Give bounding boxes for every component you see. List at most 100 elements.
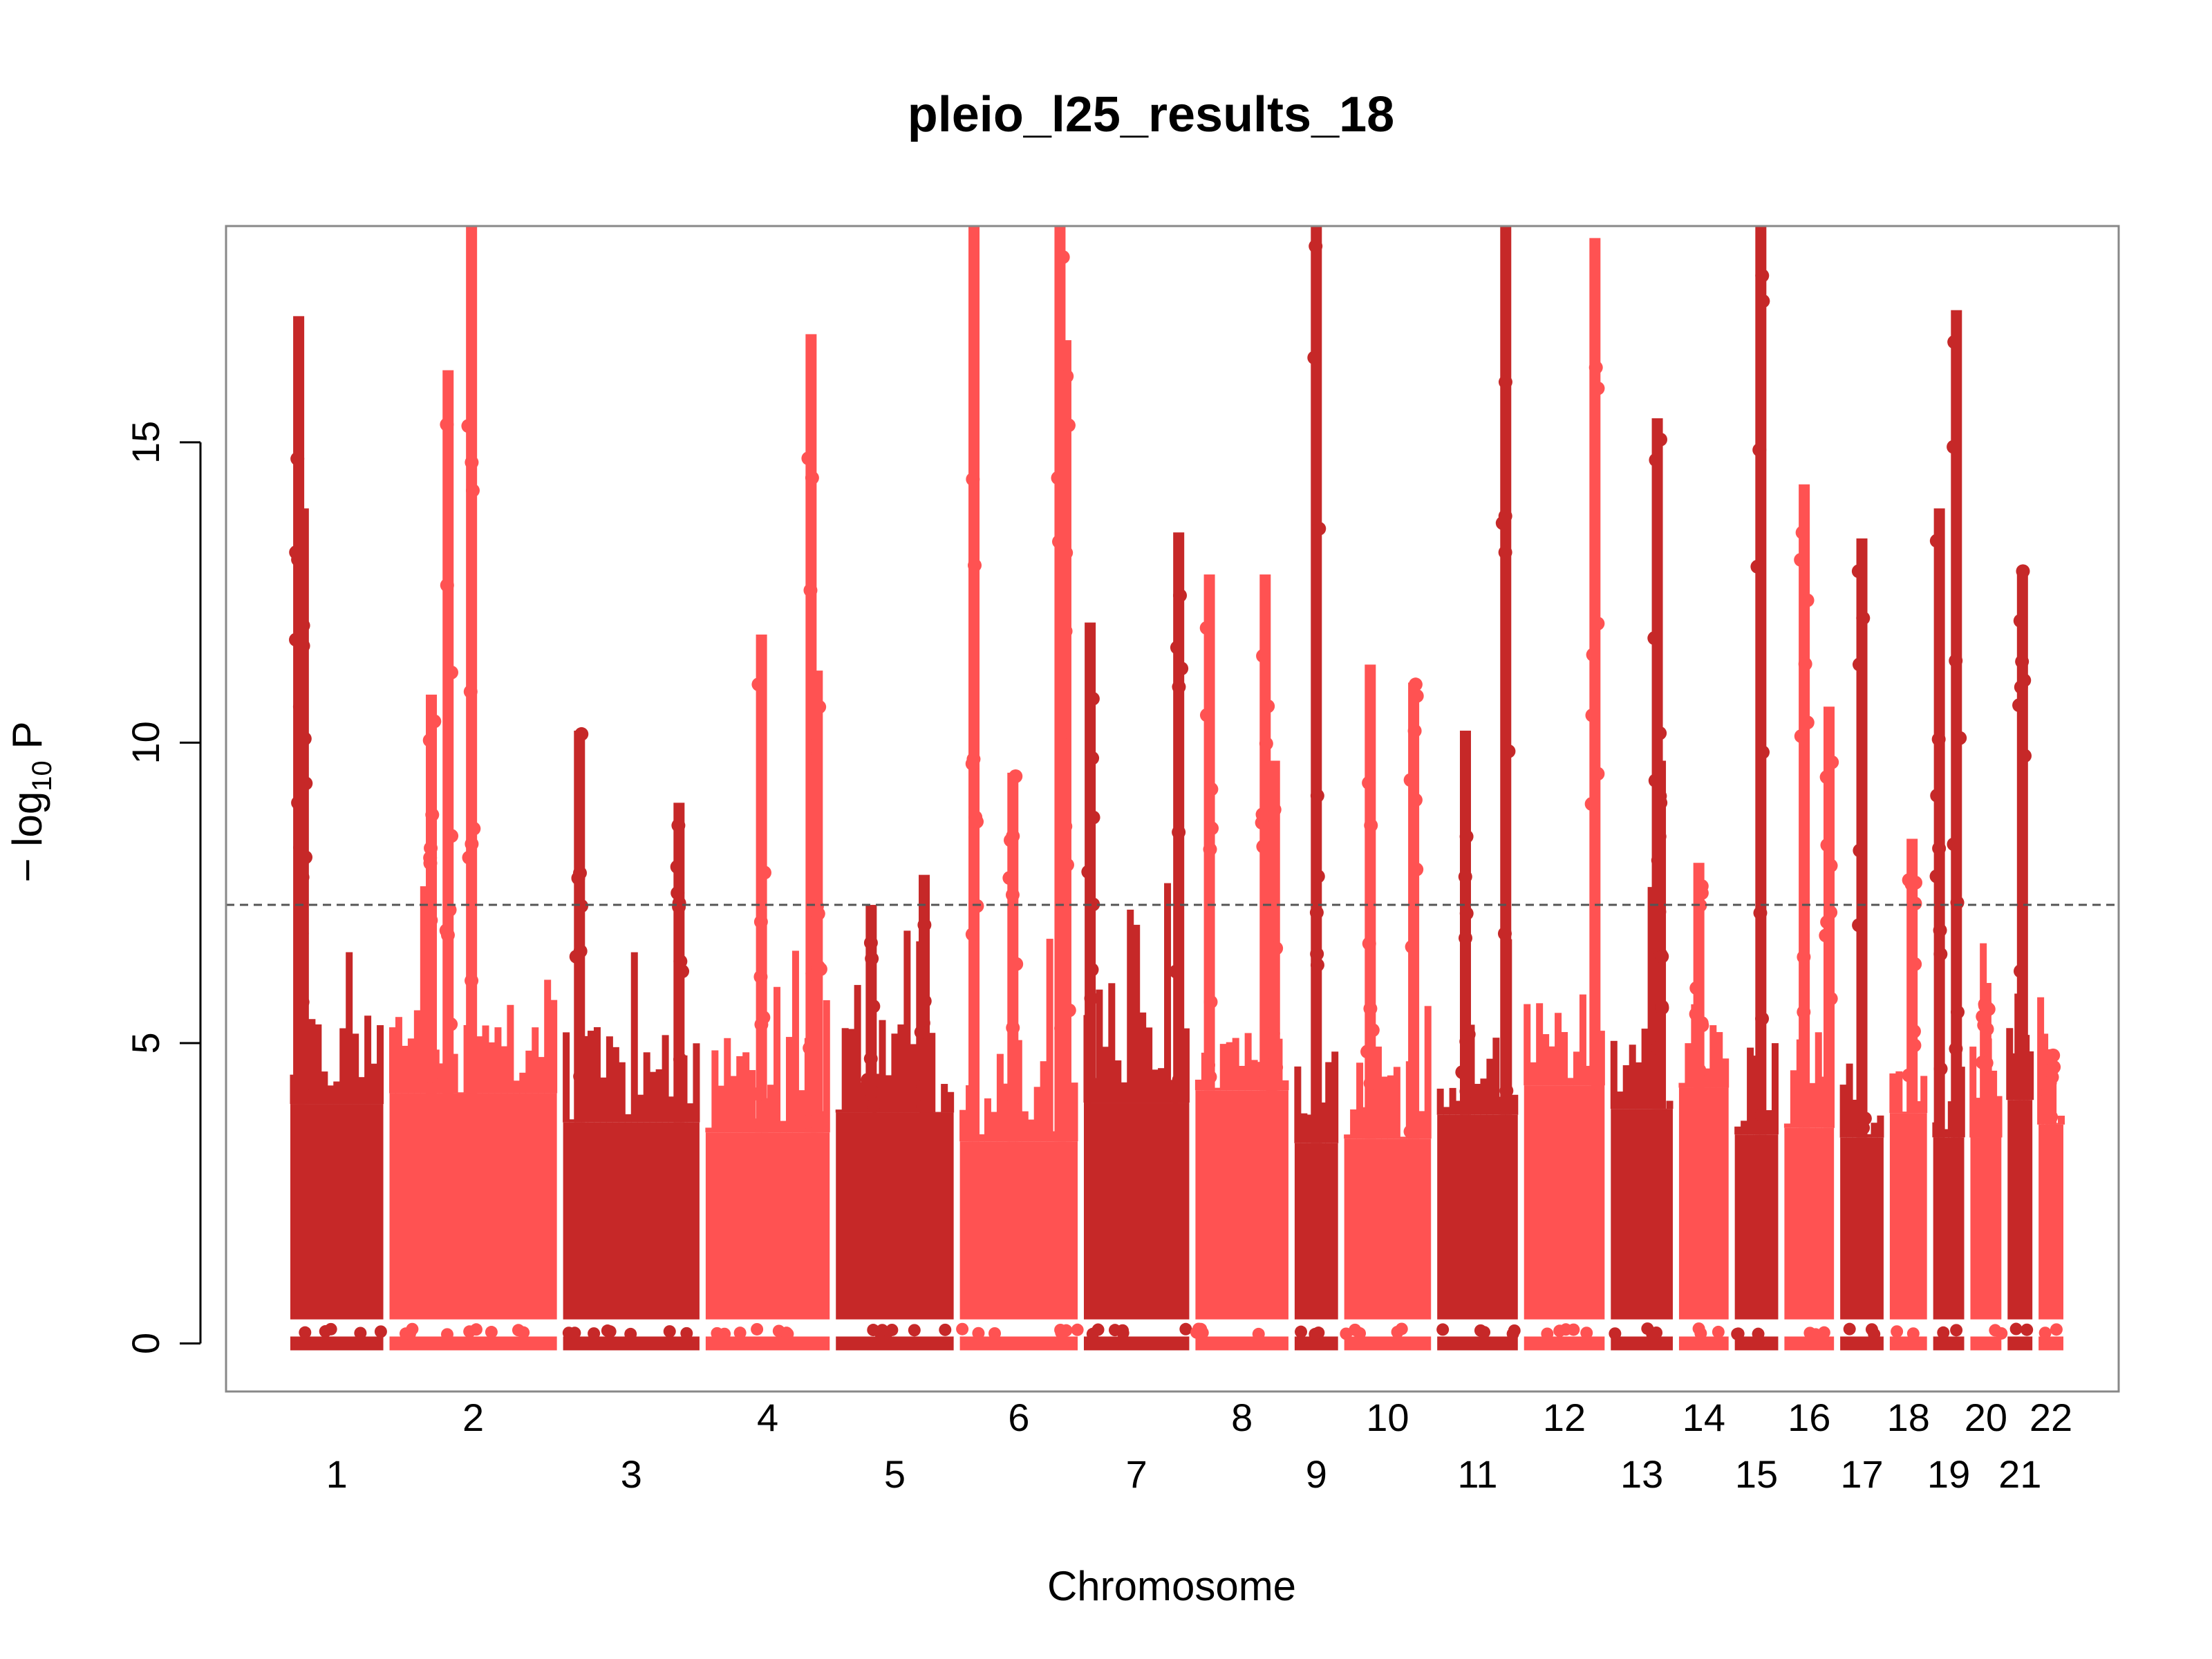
chromosome-8-peak-point [1269, 1060, 1284, 1075]
chromosome-5-points [835, 874, 955, 1351]
chromosome-16-points [1783, 484, 1839, 1351]
chromosome-16-peak-point [1794, 729, 1808, 743]
chromosome-3-peak-point [673, 954, 688, 968]
chromosome-9-peak-point [1310, 947, 1324, 962]
chromosome-label-8: 8 [1231, 1396, 1253, 1439]
chromosome-12-column [1542, 1034, 1550, 1086]
chromosome-2-column [550, 1000, 558, 1094]
chromosome-8-zero-row [1195, 1336, 1288, 1351]
chromosome-2-peak [466, 226, 478, 1094]
chromosome-6-column [1033, 1087, 1041, 1142]
chromosome-16-peak-point [1820, 915, 1835, 929]
chromosome-19-peak-point [1950, 895, 1965, 910]
chromosome-7-peak-point [1086, 1082, 1100, 1097]
chromosome-1-column [364, 1015, 372, 1105]
chromosome-21-peak [2016, 568, 2028, 1100]
chromosome-1-column [308, 1019, 316, 1105]
chromosome-10-point [1340, 1327, 1353, 1340]
chromosome-10-point [1353, 1327, 1367, 1340]
chromosome-11-peak-point [1459, 1084, 1474, 1098]
chromosome-8-column [1250, 1060, 1258, 1091]
chromosome-2-point [463, 1325, 476, 1338]
chromosome-17-peak-point [1853, 843, 1867, 858]
chromosome-2-peak-point [424, 1069, 438, 1083]
chromosome-11-peak-point [1495, 516, 1510, 530]
chromosome-4-points [705, 334, 830, 1351]
chromosome-12-peak-point [1591, 617, 1605, 631]
chromosome-17-column [1852, 1099, 1859, 1138]
chromosome-7-peak-point [1085, 691, 1100, 706]
chromosome-7-peak-point [1172, 679, 1186, 694]
chromosome-15-column [1765, 1110, 1772, 1135]
chromosome-6-column [1040, 1061, 1047, 1142]
chromosome-9-peak-point [1310, 958, 1324, 973]
chromosome-2-point [512, 1324, 525, 1337]
chromosome-19-peak-point [1947, 440, 1961, 454]
chromosome-10-peak-point [1407, 724, 1422, 738]
chromosome-16-column [1808, 1082, 1816, 1128]
chromosome-7-column [1102, 1047, 1109, 1103]
chromosome-21-peak-point [2012, 698, 2027, 713]
chromosome-16-peak [1799, 484, 1810, 1128]
chromosome-10-peak-point [1409, 688, 1424, 703]
chromosome-8-bulk [1195, 1090, 1288, 1320]
chromosome-7-peak-point [1172, 1073, 1186, 1087]
chromosome-6-peak-point [1062, 1003, 1076, 1018]
chromosome-14-peak-point [1692, 1063, 1707, 1078]
chromosome-21-point [2009, 1322, 2023, 1335]
chromosome-11-peak-point [1499, 1100, 1513, 1114]
chromosome-7-peak-point [1085, 751, 1100, 765]
chromosome-8-points [1190, 574, 1289, 1351]
chromosome-8-column [1219, 1044, 1227, 1091]
chromosome-label-5: 5 [884, 1452, 906, 1496]
chromosome-label-4: 4 [757, 1396, 778, 1439]
chromosome-1-peak-point [295, 995, 310, 1009]
chromosome-2-column [525, 1050, 533, 1094]
chromosome-6-peak-point [1006, 1020, 1020, 1035]
chromosome-1-peak-point [296, 1089, 310, 1104]
chromosome-2-peak-point [463, 684, 478, 699]
chromosome-15-peak-point [1755, 1011, 1770, 1026]
chromosome-5-peak-point [865, 1085, 879, 1099]
chromosome-15-column [1734, 1126, 1742, 1135]
chromosome-label-13: 13 [1620, 1452, 1663, 1496]
chromosome-12-column [1597, 1031, 1605, 1086]
chromosome-2-peak-point [465, 455, 479, 469]
chromosome-5-column [928, 1033, 936, 1113]
chromosome-10-points [1340, 664, 1432, 1351]
chromosome-2-peak-point [444, 829, 459, 843]
chromosome-10-column [1418, 1111, 1425, 1139]
chromosome-5-peak-point [917, 918, 932, 932]
chromosome-17-column [1871, 1123, 1878, 1138]
chromosome-3-column [599, 1077, 607, 1123]
chromosome-11-column [1492, 1038, 1500, 1115]
chromosome-3-peak [574, 731, 585, 1123]
data-points [289, 226, 2065, 1351]
chromosome-20-point [1989, 1324, 2002, 1337]
chromosome-7-column [1108, 983, 1116, 1103]
chromosome-6-peak-point [965, 927, 980, 941]
chromosome-4-column [749, 1070, 756, 1133]
chromosome-8-column [1282, 1080, 1289, 1091]
chromosome-8-peak-point [1267, 803, 1282, 817]
chromosome-10-peak-point [1360, 1044, 1375, 1059]
chromosome-11-points [1436, 226, 1521, 1351]
chromosome-6-peak-point [1007, 1091, 1022, 1105]
chromosome-5-peak [919, 874, 930, 1113]
chromosome-16-peak-point [1794, 552, 1808, 567]
chromosome-5-point [876, 1324, 889, 1337]
chromosome-5-column [885, 1075, 892, 1113]
chromosome-15-point [1752, 1327, 1765, 1340]
chromosome-6-peak-point [1004, 833, 1018, 847]
chromosome-2-column [451, 1053, 458, 1094]
chromosome-2-column [482, 1025, 489, 1094]
chromosome-16-peak-point [1798, 657, 1812, 671]
chromosome-2-column [407, 1038, 415, 1094]
chromosome-10-peak-point [1405, 939, 1419, 954]
chromosome-14-peak-point [1689, 981, 1704, 995]
chromosome-14-points [1678, 863, 1730, 1351]
chromosome-12-column [1567, 1078, 1575, 1086]
chromosome-10-peak-point [1362, 776, 1376, 790]
chromosome-5-zero-row [836, 1336, 954, 1351]
chromosome-5-peak-point [863, 935, 878, 950]
